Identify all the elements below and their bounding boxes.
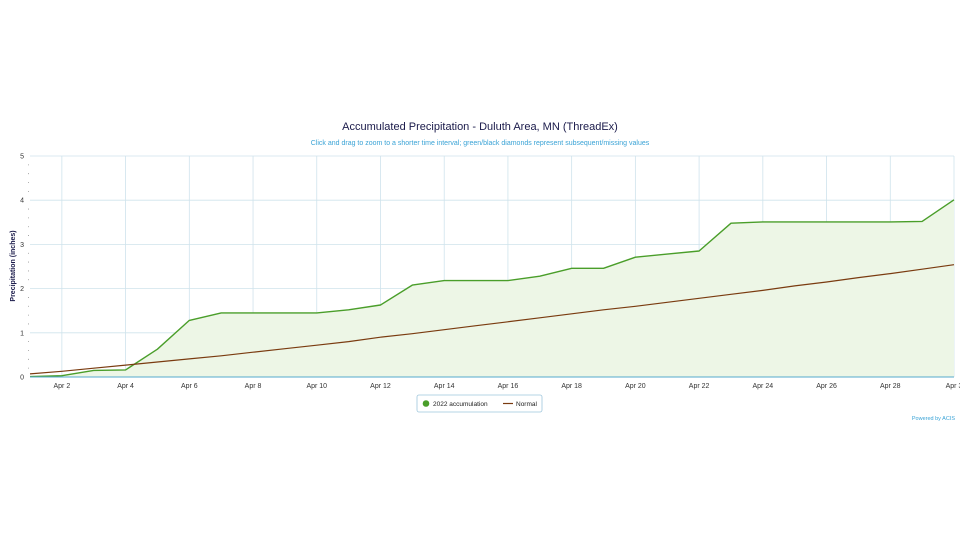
y-tick-label: 0 <box>20 375 24 382</box>
legend-item-2022[interactable]: 2022 accumulation <box>422 400 488 408</box>
x-tick-label: Apr 20 <box>625 383 646 390</box>
x-tick-label: Apr 8 <box>245 383 262 390</box>
chart-subtitle: Click and drag to zoom to a shorter time… <box>311 140 650 147</box>
x-tick-label: Apr 10 <box>306 383 327 390</box>
series-area-2022 <box>30 199 954 377</box>
credit-link[interactable]: Powered by ACIS <box>912 416 955 422</box>
y-tick-label: 5 <box>20 154 24 161</box>
x-tick-label: Apr 6 <box>181 383 198 390</box>
y-axis-label: Precipitation (inches) <box>10 230 17 301</box>
x-tick-label: Apr 2 <box>53 383 70 390</box>
x-tick-label: Apr 26 <box>816 383 837 390</box>
legend-box <box>416 394 543 413</box>
legend-marker-2022 <box>422 400 430 407</box>
x-tick-label: Apr 14 <box>434 383 455 390</box>
x-tick-label: Apr 16 <box>498 383 519 390</box>
plot-area[interactable] <box>28 155 955 378</box>
x-tick-label: Apr 22 <box>689 383 710 390</box>
y-tick-label: 3 <box>20 242 24 249</box>
y-tick-label: 4 <box>20 198 24 205</box>
series-lines <box>29 199 955 378</box>
legend-label-normal: Normal <box>516 401 538 408</box>
legend[interactable]: 2022 accumulation Normal <box>416 394 543 413</box>
x-tick-label: Apr 4 <box>117 383 134 390</box>
x-tick-label: Apr 24 <box>753 383 774 390</box>
accumulation-area <box>30 199 954 377</box>
y-tick-label: 2 <box>20 286 24 293</box>
x-tick-label: Apr 28 <box>880 383 901 390</box>
series-line-normal[interactable] <box>29 264 955 375</box>
legend-item-normal[interactable]: Normal <box>503 401 538 408</box>
chart-title: Accumulated Precipitation - Duluth Area,… <box>342 121 618 133</box>
y-tick-label: 1 <box>20 330 24 337</box>
x-tick-label: Apr 18 <box>561 383 582 390</box>
x-tick-label: Apr 12 <box>370 383 391 390</box>
series-line-2022[interactable] <box>29 199 955 378</box>
x-axis-ticks: Apr 2 Apr 4 Apr 6 Apr 8 Apr 10 Apr 12 Apr 14 Ap… <box>53 383 960 390</box>
legend-label-2022: 2022 accumulation <box>433 401 488 408</box>
x-tick-label: Apr 3 <box>946 383 960 390</box>
y-axis-ticks: 0 1 2 3 4 5 <box>20 154 24 382</box>
